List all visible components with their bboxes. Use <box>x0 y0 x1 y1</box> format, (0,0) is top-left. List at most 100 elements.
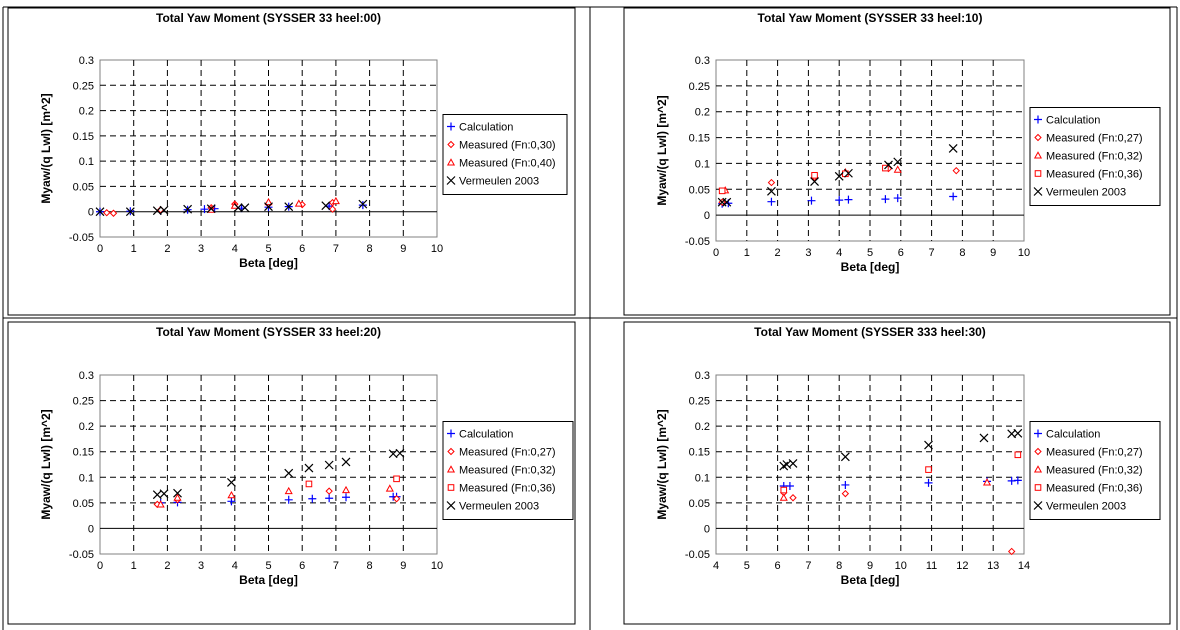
data-point <box>811 172 818 179</box>
legend-marker <box>1034 115 1042 124</box>
x-axis-label: Beta [deg] <box>239 256 298 270</box>
legend-entry: Calculation <box>1046 429 1100 441</box>
x-tick-label: 7 <box>805 560 811 572</box>
data-point <box>779 493 788 501</box>
x-tick-label: 11 <box>926 560 937 572</box>
data-point <box>881 195 890 204</box>
x-tick-label: 9 <box>990 247 996 259</box>
y-tick-label: 0.25 <box>73 80 94 92</box>
data-point <box>835 196 844 205</box>
data-point <box>385 484 394 492</box>
data-point <box>284 468 294 478</box>
x-tick-label: 5 <box>265 560 271 572</box>
y-tick-label: 0.15 <box>73 131 94 143</box>
legend-marker <box>447 140 455 149</box>
data-point <box>718 187 726 195</box>
data-point <box>240 203 250 213</box>
data-point <box>949 192 958 201</box>
y-tick-label: 0.2 <box>79 421 94 433</box>
y-tick-label: -0.05 <box>685 236 710 248</box>
x-tick-label: 10 <box>431 560 443 572</box>
x-tick-label: 1 <box>744 247 750 259</box>
y-tick-label: 0.3 <box>79 55 94 67</box>
data-point <box>1007 547 1016 556</box>
data-point <box>844 168 853 178</box>
y-tick-label: 0.3 <box>695 370 710 382</box>
legend-entry: Measured (Fn:0,27) <box>459 447 556 459</box>
plot-area <box>715 374 1025 555</box>
legend-entry: Measured (Fn:0,32) <box>1046 151 1143 163</box>
data-point <box>1013 476 1022 485</box>
data-point <box>979 433 989 443</box>
data-point <box>844 195 853 204</box>
legend-marker <box>446 465 456 473</box>
legend-marker <box>446 158 456 166</box>
y-tick-label: 0.3 <box>695 55 710 67</box>
data-point <box>1013 428 1023 438</box>
y-tick-label: 0.15 <box>689 447 710 459</box>
y-tick-label: 0.25 <box>689 81 710 93</box>
data-point <box>206 204 216 214</box>
data-point <box>227 490 236 499</box>
y-tick-label: 0 <box>88 523 94 535</box>
data-point <box>722 197 732 207</box>
legend-entry: Measured (Fn:0,32) <box>459 465 556 477</box>
x-axis-label: Beta [deg] <box>239 573 298 587</box>
y-tick-label: 0.3 <box>79 370 94 382</box>
x-tick-label: 2 <box>164 243 170 255</box>
x-tick-label: 12 <box>956 560 968 572</box>
legend-box <box>1029 107 1161 206</box>
data-point <box>233 203 243 213</box>
data-point <box>893 194 902 203</box>
x-tick-label: 5 <box>265 243 271 255</box>
legend-entry: Vermeulen 2003 <box>1046 187 1126 199</box>
data-point <box>948 144 958 153</box>
legend-marker <box>1033 501 1043 510</box>
data-point <box>284 486 293 495</box>
data-point <box>841 489 850 498</box>
data-point <box>173 488 182 498</box>
legend-entry: Measured (Fn:0,36) <box>459 483 556 495</box>
x-tick-label: 10 <box>431 243 443 255</box>
legend-entry: Measured (Fn:0,36) <box>1046 483 1143 495</box>
x-tick-label: 13 <box>987 560 999 572</box>
y-axis-label: Myaw/(q Lwl) [m^2] <box>655 95 669 205</box>
y-tick-label: 0.2 <box>79 106 94 118</box>
x-tick-label: 6 <box>898 247 904 259</box>
data-point <box>810 177 819 186</box>
data-point <box>952 166 960 175</box>
chart-title: Total Yaw Moment (SYSSER 33 heel:00) <box>156 11 381 25</box>
data-point <box>159 489 169 499</box>
data-point <box>173 493 182 501</box>
x-tick-label: 7 <box>333 560 339 572</box>
data-point <box>893 157 903 167</box>
data-point <box>125 207 135 217</box>
data-point <box>304 463 314 473</box>
y-tick-label: 0.1 <box>695 472 710 484</box>
legend: Calculation Measured (Fn:0,30) Measured (F… <box>442 114 568 195</box>
x-tick-label: 8 <box>367 560 373 572</box>
data-point <box>156 500 165 508</box>
x-tick-label: 4 <box>836 247 842 259</box>
chart-2: 0 1 2 3 4 5 6 7 8 9 10-0.0500.050.10.150.20.250.3T… <box>623 7 1171 316</box>
data-point <box>341 485 351 494</box>
x-tick-label: 8 <box>836 560 842 572</box>
y-tick-label: 0.2 <box>695 421 710 433</box>
x-tick-label: 9 <box>400 243 406 255</box>
legend-box <box>442 421 574 520</box>
data-point <box>264 197 273 206</box>
plot-area <box>99 374 438 555</box>
data-point <box>393 475 400 483</box>
x-tick-label: 5 <box>744 560 750 572</box>
legend-entry: Measured (Fn:0,27) <box>1046 133 1143 145</box>
data-point <box>924 440 933 450</box>
y-tick-label: 0.1 <box>695 158 710 170</box>
chart-title: Total Yaw Moment (SYSSER 33 heel:10) <box>758 11 983 25</box>
x-tick-label: 6 <box>775 560 781 572</box>
x-tick-label: 10 <box>1018 247 1030 259</box>
legend-entry: Measured (Fn:0,36) <box>1046 169 1143 181</box>
data-point <box>284 202 294 212</box>
legend-marker <box>1034 429 1042 438</box>
y-tick-label: 0.05 <box>689 184 710 196</box>
